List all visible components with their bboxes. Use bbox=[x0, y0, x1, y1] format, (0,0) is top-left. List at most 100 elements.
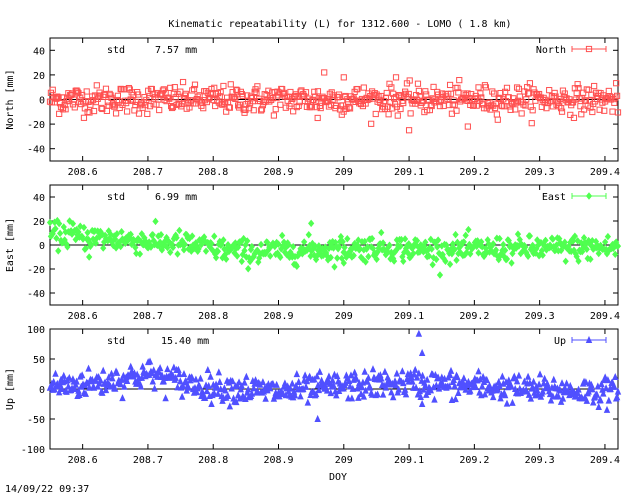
up-data-point bbox=[295, 377, 302, 386]
north-data-point bbox=[217, 89, 224, 96]
east-data-point bbox=[84, 228, 91, 237]
north-data-point bbox=[254, 83, 261, 90]
north-data-point bbox=[464, 123, 471, 130]
up-data-point bbox=[241, 378, 248, 386]
north-data-point bbox=[482, 84, 489, 91]
north-data-point bbox=[354, 85, 361, 93]
up-data-point bbox=[614, 387, 622, 395]
up-data-point bbox=[563, 379, 570, 387]
east-data-point bbox=[574, 237, 581, 245]
up-data-point bbox=[559, 394, 567, 402]
up-data-point bbox=[582, 378, 590, 386]
north-data-point bbox=[368, 120, 375, 127]
east-data-point bbox=[378, 228, 385, 237]
up-data-point bbox=[600, 389, 607, 397]
north-std-value: 7.57 mm bbox=[155, 45, 197, 56]
up-data-point bbox=[76, 390, 83, 399]
up-data-point bbox=[233, 398, 240, 406]
east-data-point bbox=[241, 246, 248, 255]
east-data-point bbox=[279, 231, 286, 240]
north-data-point bbox=[513, 84, 521, 91]
north-xtick-label: 209.1 bbox=[394, 167, 424, 178]
north-ytick-label: 0 bbox=[39, 96, 45, 107]
east-data-point bbox=[92, 239, 100, 247]
north-data-point bbox=[211, 84, 218, 91]
east-data-point bbox=[467, 250, 474, 258]
up-data-point bbox=[351, 368, 358, 376]
up-data-point bbox=[418, 399, 426, 408]
up-data-point bbox=[291, 391, 299, 399]
north-data-point bbox=[451, 101, 458, 108]
figure-title: Kinematic repeatability (L) for 1312.600… bbox=[168, 19, 511, 30]
north-data-point bbox=[614, 109, 622, 116]
north-data-point bbox=[75, 90, 82, 97]
north-data-point bbox=[242, 106, 249, 114]
north-data-point bbox=[494, 116, 501, 123]
up-data-point bbox=[52, 369, 59, 377]
up-data-point bbox=[420, 385, 427, 393]
north-data-point bbox=[227, 81, 234, 88]
up-data-point bbox=[435, 384, 443, 392]
up-data-point bbox=[524, 372, 532, 380]
north-data-point bbox=[239, 92, 246, 100]
east-data-point bbox=[526, 232, 534, 240]
up-ytick-label: -100 bbox=[21, 445, 45, 456]
north-data-point bbox=[272, 106, 279, 113]
east-data-point bbox=[107, 230, 114, 239]
east-data-point bbox=[460, 238, 467, 246]
up-data-point bbox=[413, 373, 421, 381]
north-data-point bbox=[591, 82, 598, 90]
up-data-point bbox=[66, 373, 73, 381]
north-xtick-label: 208.8 bbox=[198, 167, 228, 178]
up-data-point bbox=[297, 392, 304, 400]
north-data-point bbox=[54, 93, 61, 100]
up-data-point bbox=[418, 348, 426, 357]
north-data-point bbox=[166, 95, 173, 102]
up-data-point bbox=[192, 375, 200, 383]
east-data-point bbox=[173, 234, 180, 242]
east-data-point bbox=[214, 247, 222, 256]
north-data-point bbox=[170, 90, 177, 97]
east-data-point bbox=[436, 271, 444, 279]
north-data-point bbox=[464, 90, 471, 97]
east-data-point bbox=[571, 232, 578, 240]
up-data-point bbox=[422, 381, 429, 389]
up-data-point bbox=[558, 379, 566, 387]
up-data-point bbox=[513, 377, 521, 385]
north-data-point bbox=[302, 89, 310, 96]
north-data-point bbox=[317, 104, 324, 112]
north-data-point bbox=[216, 93, 223, 100]
up-xtick-label: 209.4 bbox=[590, 455, 620, 466]
north-data-point bbox=[371, 90, 378, 97]
up-data-point bbox=[102, 386, 110, 394]
up-data-point bbox=[478, 382, 486, 390]
east-data-point bbox=[453, 256, 460, 264]
north-data-point bbox=[156, 106, 163, 114]
north-data-point bbox=[454, 84, 461, 91]
up-xtick-label: 208.7 bbox=[133, 455, 163, 466]
east-data-point bbox=[112, 235, 119, 243]
up-data-point bbox=[229, 377, 236, 385]
north-data-point bbox=[84, 108, 91, 116]
north-data-point bbox=[468, 91, 475, 98]
north-data-point bbox=[477, 90, 484, 97]
up-data-point bbox=[503, 399, 511, 407]
north-data-point bbox=[167, 84, 174, 91]
east-data-point bbox=[237, 238, 244, 246]
north-xtick-label: 208.9 bbox=[263, 167, 293, 178]
east-data-point bbox=[234, 252, 241, 260]
north-data-point bbox=[220, 82, 227, 90]
east-data-point bbox=[80, 223, 88, 232]
east-data-point bbox=[211, 232, 218, 240]
up-data-point bbox=[472, 382, 479, 391]
up-data-point bbox=[374, 390, 381, 398]
up-data-point bbox=[162, 394, 169, 402]
up-data-point bbox=[216, 377, 223, 386]
north-data-point bbox=[558, 105, 565, 112]
up-data-point bbox=[353, 374, 360, 382]
up-std-value: 15.40 mm bbox=[161, 336, 209, 347]
north-data-point bbox=[372, 110, 379, 118]
east-data-point bbox=[127, 230, 134, 239]
north-data-point bbox=[314, 114, 321, 122]
east-data-point bbox=[331, 263, 338, 271]
